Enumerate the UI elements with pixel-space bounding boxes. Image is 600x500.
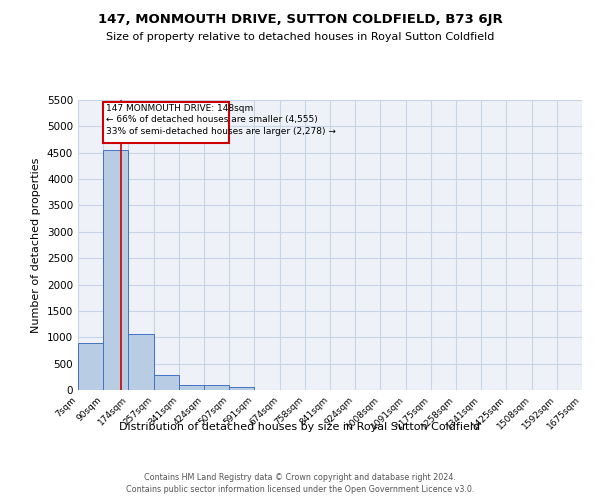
FancyBboxPatch shape <box>103 102 229 143</box>
Text: Size of property relative to detached houses in Royal Sutton Coldfield: Size of property relative to detached ho… <box>106 32 494 42</box>
Text: ← 66% of detached houses are smaller (4,555): ← 66% of detached houses are smaller (4,… <box>106 116 318 124</box>
Text: 33% of semi-detached houses are larger (2,278) →: 33% of semi-detached houses are larger (… <box>106 127 336 136</box>
Bar <box>179 386 204 390</box>
Text: 147 MONMOUTH DRIVE: 148sqm: 147 MONMOUTH DRIVE: 148sqm <box>106 104 253 112</box>
Bar <box>103 150 128 390</box>
Bar <box>229 388 254 390</box>
Bar <box>128 334 154 390</box>
Bar <box>154 375 179 390</box>
Bar <box>204 386 229 390</box>
Bar <box>78 342 103 390</box>
Text: 147, MONMOUTH DRIVE, SUTTON COLDFIELD, B73 6JR: 147, MONMOUTH DRIVE, SUTTON COLDFIELD, B… <box>98 12 502 26</box>
Text: Distribution of detached houses by size in Royal Sutton Coldfield: Distribution of detached houses by size … <box>119 422 481 432</box>
Text: Contains public sector information licensed under the Open Government Licence v3: Contains public sector information licen… <box>126 485 474 494</box>
Text: Contains HM Land Registry data © Crown copyright and database right 2024.: Contains HM Land Registry data © Crown c… <box>144 472 456 482</box>
Y-axis label: Number of detached properties: Number of detached properties <box>31 158 41 332</box>
